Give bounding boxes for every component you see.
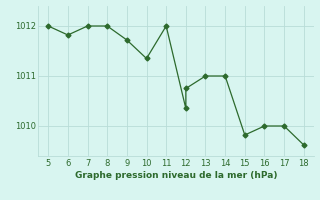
X-axis label: Graphe pression niveau de la mer (hPa): Graphe pression niveau de la mer (hPa) [75,171,277,180]
